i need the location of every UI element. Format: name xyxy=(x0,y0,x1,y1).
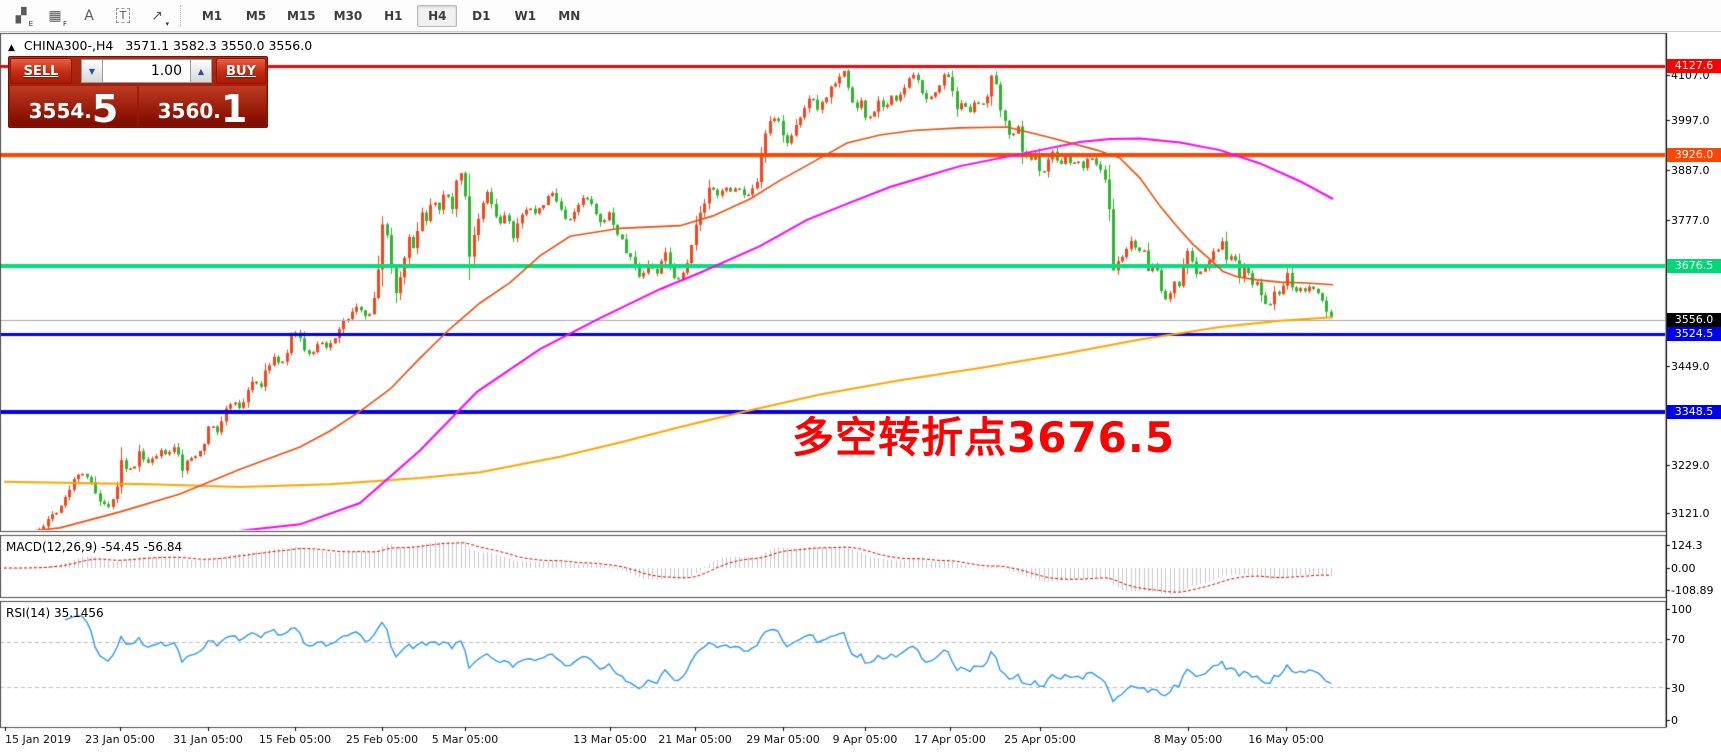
timeline-label: 16 May 05:00 xyxy=(1248,733,1324,746)
timeline-label: 8 May 05:00 xyxy=(1153,733,1223,746)
price-badge-3556: 3556.0 xyxy=(1667,313,1721,327)
sell-price-dot: . xyxy=(84,99,92,123)
indicators-grid-icon[interactable]: ▦ F xyxy=(48,7,67,28)
buy-price-main: 3560 xyxy=(157,99,214,123)
price-axis-label: 3121.0 xyxy=(1671,507,1710,520)
timeline-label: 31 Jan 05:00 xyxy=(173,733,243,746)
price-badge-3926: 3926.0 xyxy=(1667,148,1721,162)
timeframe-mn[interactable]: MN xyxy=(558,8,581,23)
timeframe-m5[interactable]: M5 xyxy=(245,8,267,23)
rsi-axis-label: 100 xyxy=(1671,603,1692,616)
ohlc-values: 3571.1 3582.3 3550.0 3556.0 xyxy=(125,38,313,53)
timeline-label: 25 Apr 05:00 xyxy=(1004,733,1076,746)
sell-price-main: 3554 xyxy=(28,99,85,123)
buy-price-panel[interactable]: 3560 . 1 xyxy=(139,86,266,131)
timeline-label: 29 Mar 05:00 xyxy=(746,733,820,746)
buy-price-dot: . xyxy=(213,99,221,123)
timeframe-m15[interactable]: M15 xyxy=(287,8,316,23)
symbol-title: CHINA300-,H4 xyxy=(23,38,114,53)
price-axis-label: 3997.0 xyxy=(1671,114,1710,127)
rsi-axis-label: 0 xyxy=(1671,714,1678,727)
one-click-trade-widget: SELL ▼ ▲ BUY 3554 . 5 3560 . 1 xyxy=(8,56,268,128)
timeline-label: 13 Mar 05:00 xyxy=(573,733,647,746)
timeline-label: 5 Mar 05:00 xyxy=(431,733,499,746)
price-badge-3524.5: 3524.5 xyxy=(1667,327,1721,341)
macd-axis-label: 124.3 xyxy=(1671,539,1703,552)
rsi-axis-label: 70 xyxy=(1671,633,1685,646)
volume-input[interactable] xyxy=(103,59,190,83)
volume-stepper: ▼ ▲ xyxy=(81,59,212,83)
price-badge-3676.5: 3676.5 xyxy=(1667,259,1721,273)
expert-advisors-icon[interactable]: ▞ E xyxy=(15,7,33,28)
sell-price-big-digit: 5 xyxy=(91,86,119,131)
macd-values: -54.45 -56.84 xyxy=(100,540,183,554)
price-axis-label: 3229.0 xyxy=(1671,459,1710,472)
volume-decrease-button[interactable]: ▼ xyxy=(81,59,103,83)
timeline-label: 25 Feb 05:00 xyxy=(345,733,419,746)
rsi-name: RSI(14) xyxy=(6,606,51,620)
timeline-label: 15 Feb 05:00 xyxy=(258,733,332,746)
symbol-header: ▲ CHINA300-,H4 3571.1 3582.3 3550.0 3556… xyxy=(8,38,312,53)
buy-price-big-digit: 1 xyxy=(220,86,248,131)
timeline-label: 21 Mar 05:00 xyxy=(658,733,732,746)
price-axis-label: 3449.0 xyxy=(1671,360,1710,373)
timeframe-m30[interactable]: M30 xyxy=(333,8,363,23)
timeframe-w1[interactable]: W1 xyxy=(514,8,537,23)
toolbar-separator xyxy=(180,4,182,27)
macd-name: MACD(12,26,9) xyxy=(6,540,98,554)
macd-indicator-label: MACD(12,26,9) -54.45 -56.84 xyxy=(6,540,182,554)
timeframe-m1[interactable]: M1 xyxy=(201,8,223,23)
objects-arrows-icon[interactable]: ↗ ▾ xyxy=(151,7,169,28)
drawing-tools-group: ▞ E ▦ F A T ↗ ▾ xyxy=(0,4,170,28)
price-badge-4127.6: 4127.6 xyxy=(1667,59,1721,73)
timeframe-h4[interactable]: H4 xyxy=(417,4,458,27)
timeframe-h1[interactable]: H1 xyxy=(384,8,403,23)
timeline-label: 23 Jan 05:00 xyxy=(85,733,155,746)
rsi-indicator-label: RSI(14) 35.1456 xyxy=(6,606,104,620)
rsi-value: 35.1456 xyxy=(53,606,104,620)
buy-button[interactable]: BUY xyxy=(216,58,266,84)
price-axis-label: 3887.0 xyxy=(1671,164,1710,177)
collapse-triangle-icon[interactable]: ▲ xyxy=(8,43,15,53)
timeframe-group: M1 M5 M15 M30 H1 H4 D1 W1 MN xyxy=(190,4,591,27)
toolbar: ▞ E ▦ F A T ↗ ▾ M1 M5 M15 M30 H1 H4 D1 W1 MN xyxy=(0,0,1721,32)
volume-increase-button[interactable]: ▲ xyxy=(190,59,212,83)
timeline-label: 17 Apr 05:00 xyxy=(914,733,986,746)
timeline-label: 15 Jan 2019 xyxy=(5,733,71,746)
macd-axis-label: 0.00 xyxy=(1671,562,1696,575)
sell-button[interactable]: SELL xyxy=(10,58,72,84)
price-axis-label: 3777.0 xyxy=(1671,214,1710,227)
rsi-axis-label: 30 xyxy=(1671,682,1685,695)
timeframe-d1[interactable]: D1 xyxy=(472,8,491,23)
timeline-label: 9 Apr 05:00 xyxy=(832,733,898,746)
price-badge-3348.5: 3348.5 xyxy=(1667,405,1721,419)
text-label-icon[interactable]: A xyxy=(84,7,94,24)
sell-price-panel[interactable]: 3554 . 5 xyxy=(10,86,137,131)
text-box-icon[interactable]: T xyxy=(110,4,136,28)
chart-annotation-text: 多空转折点3676.5 xyxy=(792,413,1176,462)
macd-axis-label: -108.89 xyxy=(1671,584,1714,597)
